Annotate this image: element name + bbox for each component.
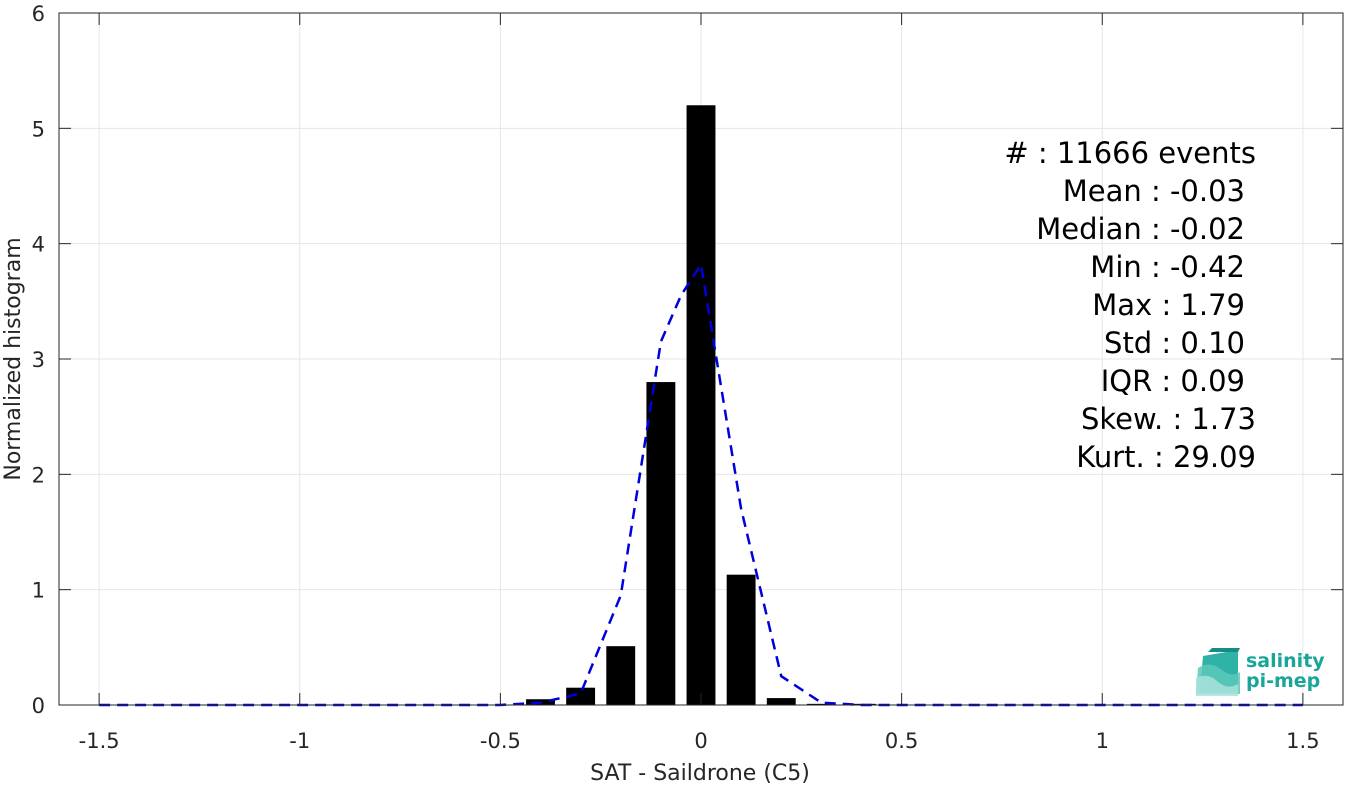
- stat-min: Min : -0.42: [1090, 250, 1245, 284]
- y-axis-label: Normalized histogram: [1, 237, 26, 480]
- x-tick-label-5: 1: [1096, 729, 1109, 753]
- histogram-bar-3: [646, 382, 676, 705]
- stat-kurt: Kurt. : 29.09: [1076, 440, 1256, 474]
- y-tick-label-3: 3: [32, 348, 45, 372]
- stat-iqr: IQR : 0.09: [1101, 364, 1245, 398]
- y-tick-label-4: 4: [32, 233, 45, 257]
- histogram-bar-1: [566, 687, 596, 705]
- ticks: [59, 12, 1343, 706]
- histogram-bar-2: [606, 646, 636, 705]
- logo-line-2: pi-mep: [1246, 670, 1320, 692]
- histogram-bar-6: [766, 698, 796, 705]
- salinity-pimep-logo: salinity pi-mep: [1196, 648, 1325, 696]
- x-tick-label-2: -0.5: [480, 729, 521, 753]
- stat-skew: Skew. : 1.73: [1081, 402, 1256, 436]
- x-tick-label-1: -1: [289, 729, 310, 753]
- y-tick-label-0: 0: [32, 694, 45, 718]
- stat-max: Max : 1.79: [1092, 288, 1245, 322]
- histogram-bar-4: [686, 105, 716, 706]
- x-tick-label-0: -1.5: [79, 729, 120, 753]
- bars: [526, 105, 876, 706]
- tick-labels: -1.5 -1 -0.5 0 0.5 1 1.5 0 1 2 3 4 5 6: [32, 2, 1320, 753]
- y-tick-label-6: 6: [32, 2, 45, 26]
- x-axis-label: SAT - Saildrone (C5): [590, 761, 810, 785]
- histogram-bar-7: [806, 703, 836, 705]
- x-tick-label-6: 1.5: [1286, 729, 1319, 753]
- y-tick-label-2: 2: [32, 463, 45, 487]
- logo-line-1: salinity: [1246, 650, 1325, 672]
- wave-logo-icon: [1196, 648, 1240, 696]
- x-tick-label-4: 0.5: [885, 729, 918, 753]
- x-tick-label-3: 0: [694, 729, 707, 753]
- histogram-bar-5: [726, 574, 756, 705]
- stat-mean: Mean : -0.03: [1063, 174, 1245, 208]
- y-tick-label-1: 1: [32, 579, 45, 603]
- y-tick-label-5: 5: [32, 117, 45, 141]
- stat-count: # : 11666 events: [1004, 136, 1256, 170]
- stats-annotation: # : 11666 events Mean : -0.03 Median : -…: [1004, 136, 1256, 474]
- stat-median: Median : -0.02: [1036, 212, 1245, 246]
- stat-std: Std : 0.10: [1104, 326, 1245, 360]
